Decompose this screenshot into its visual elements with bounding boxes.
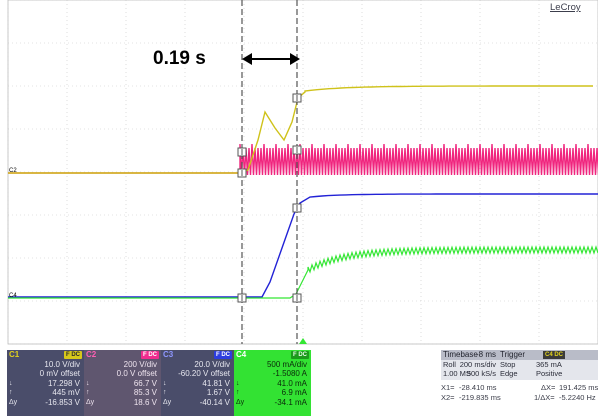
channel-c3-flags: F DC: [214, 351, 232, 359]
channel-c1-panel[interactable]: C1 F DC 10.0 V/div 0 mV offset ↓ 17.298 V …: [7, 350, 84, 416]
channel-c4-cursor1-value: 41.0 mA: [277, 378, 307, 388]
timebase-div: 200 ms/div: [459, 360, 496, 369]
timebase-mode: Roll: [443, 360, 456, 369]
channel-c4-marker: C4: [9, 293, 17, 299]
channel-c4-delta-y: -34.1 mA: [274, 397, 307, 407]
cursor-dx-value: 191.425 ms: [559, 383, 598, 392]
channel-c4-scale: 500 mA/div: [266, 360, 307, 369]
cursor-x1-label: X1=: [441, 383, 455, 392]
cursor-freq-value: -5.2240 Hz: [559, 393, 596, 402]
channel-c1-offset: 0 mV offset: [39, 369, 80, 379]
channel-c1-delta-y: -16.853 V: [45, 397, 80, 407]
channel-c2-offset: 0.0 V offset: [116, 369, 157, 379]
trigger-panel[interactable]: Trigger C4 DC Stop 365 mA Edge Positive: [498, 350, 598, 380]
trigger-mode: Stop: [500, 360, 516, 369]
double-arrow-icon: [242, 53, 300, 65]
cursor-dx-label: ΔX=: [541, 383, 556, 392]
timebase-samples: 1.00 MS: [443, 369, 471, 378]
cursor-x1-value: -28.410 ms: [459, 383, 497, 392]
channel-c3-offset: -60.20 V offset: [178, 369, 230, 379]
channel-c3-delta-y: -40.14 V: [199, 397, 230, 407]
trace-c1: [8, 85, 593, 174]
brand-logo: LeCroy: [550, 2, 581, 13]
trace-c4: [8, 245, 598, 299]
channel-c1-cursor1-value: 17.298 V: [47, 378, 80, 388]
timebase-offset: -8 ms: [476, 350, 496, 359]
channel-c1-cursor2-value: 445 mV: [52, 388, 80, 398]
trace-c3: [8, 193, 598, 298]
channel-c4-flags: F DC: [291, 351, 309, 359]
channel-c2-cursor1-value: 66.7 V: [133, 378, 157, 388]
channel-c2-delta-y: 18.6 V: [133, 397, 157, 407]
channel-c2-cursor2-value: 85.3 V: [133, 388, 157, 398]
channel-c1-flags: F DC: [64, 351, 82, 359]
waveform-traces: [8, 85, 598, 299]
trigger-source-badge: C4 DC: [543, 351, 566, 359]
cursor-x2-label: X2=: [441, 393, 455, 402]
trigger-slope: Positive: [536, 369, 563, 378]
timebase-rate: 500 kS/s: [466, 369, 496, 378]
timebase-panel[interactable]: Timebase -8 ms Roll 200 ms/div 1.00 MS 500 …: [441, 350, 498, 380]
trigger-title: Trigger: [500, 350, 526, 359]
channel-c3-panel[interactable]: C3 F DC 20.0 V/div -60.20 V offset ↓ 41.81…: [161, 350, 234, 416]
channel-c4-cursor2-value: 6.9 mA: [281, 388, 307, 398]
channel-c1-tag: C1: [9, 350, 20, 359]
channel-c3-tag: C3: [163, 350, 174, 359]
channel-c1-scale: 10.0 V/div: [44, 360, 80, 369]
channel-c4-panel[interactable]: C4 F DC 500 mA/div -1.5080 A ↓ 41.0 mA ↑ 6.…: [234, 350, 311, 416]
time-delay-annotation: 0.19 s: [153, 48, 206, 69]
cursor-freq-label: 1/ΔX=: [534, 393, 555, 402]
trigger-level: 365 mA: [536, 360, 562, 369]
channel-c2-panel[interactable]: C2 F DC 200 V/div 0.0 V offset ↓ 66.7 V ↑ 8…: [84, 350, 161, 416]
channel-c2-flags: F DC: [141, 351, 159, 359]
trigger-type: Edge: [500, 369, 518, 378]
trigger-position-icon: [299, 338, 307, 344]
channel-c3-cursor1-value: 41.81 V: [202, 378, 230, 388]
channel-c4-offset: -1.5080 A: [272, 369, 307, 379]
channel-c3-cursor2-value: 1.67 V: [206, 388, 230, 398]
channel-c4-tag: C4: [236, 350, 247, 359]
timebase-title: Timebase: [443, 350, 478, 359]
channel-c2-tag: C2: [86, 350, 97, 359]
channel-c3-scale: 20.0 V/div: [194, 360, 230, 369]
cursor-readout: X1= -28.410 ms ΔX= 191.425 ms X2= -219.8…: [441, 383, 598, 413]
cursor-x2-value: -219.835 ms: [459, 393, 501, 402]
channel-c2-marker: C2: [9, 168, 17, 174]
channel-c2-scale: 200 V/div: [123, 360, 157, 369]
